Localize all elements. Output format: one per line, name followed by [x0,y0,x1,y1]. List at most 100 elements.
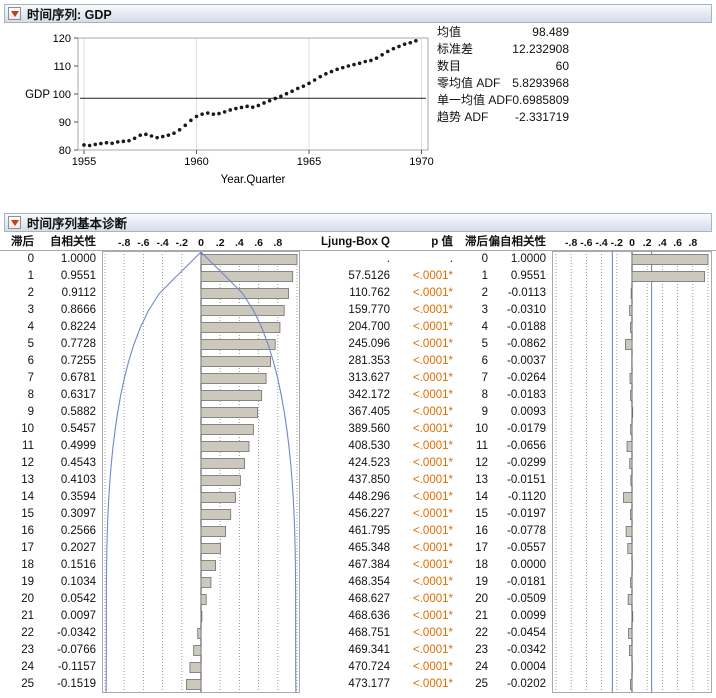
pacf-value-cell: 1.0000 [510,253,546,265]
pacf-value-cell: -0.0557 [506,542,546,554]
stat-row: 均值 98.489 [437,24,569,41]
pacf-value-cell: -0.0188 [506,321,546,333]
svg-text:100: 100 [53,89,71,101]
acf-chart-spacer [96,387,300,404]
acf-chart-spacer [96,659,300,676]
svg-text:90: 90 [59,117,71,129]
lag-cell: 21 [21,610,34,622]
acf-value-cell: 0.6317 [60,389,96,401]
disclosure-triangle-icon [10,10,19,17]
lag-cell: 12 [21,457,34,469]
diag-row: 25 -0.1519 473.177 <.0001* 25 -0.0202 [0,676,716,693]
lag-cell: 0 [27,253,34,265]
lag-cell: 2 [27,287,34,299]
acf-value-cell: 0.3594 [60,491,96,503]
p-value-cell: <.0001* [413,389,453,401]
col-header-partial-autocorrelation: 偏自相关性 [488,236,547,248]
ljung-box-q-cell: 468.627 [348,593,390,605]
p-value-cell: <.0001* [413,593,453,605]
lag-cell: 10 [21,423,34,435]
lag-cell: 11 [22,440,34,452]
lag-cell: 5 [27,338,34,350]
diag-row: 18 0.1516 467.384 <.0001* 18 0.0000 [0,557,716,574]
p-value-cell: <.0001* [413,474,453,486]
col-header-ljung-box-q: Ljung-Box Q [321,236,390,248]
pacf-value-cell: 0.0093 [510,406,546,418]
ljung-box-q-cell: 448.296 [348,491,390,503]
pacf-value-cell: 0.0004 [510,661,546,673]
acf-value-cell: -0.1157 [57,661,96,673]
p-value-cell: <.0001* [413,304,453,316]
panel-header-time-series: 时间序列: GDP [4,4,712,23]
panel1-disclosure-button[interactable] [8,7,21,20]
pacf-value-cell: -0.0037 [506,355,546,367]
pacf-value-cell: -0.0113 [507,287,546,299]
acf-value-cell: 0.7255 [60,355,96,367]
pacf-value-cell: -0.0264 [506,372,546,384]
p-value-cell: . [449,253,453,265]
diag-row: 11 0.4999 408.530 <.0001* 11 -0.0656 [0,438,716,455]
ljung-box-q-cell: 342.172 [348,389,390,401]
p-value-cell: <.0001* [413,678,453,690]
stat-value: 5.8293968 [512,76,569,90]
p-value-cell: <.0001* [413,525,453,537]
ljung-box-q-cell: 281.353 [348,355,390,367]
acf-value-cell: 0.6781 [60,372,96,384]
ljung-box-q-cell: 389.560 [348,423,390,435]
ljung-box-q-cell: 437.850 [348,474,390,486]
p-value-cell: <.0001* [413,372,453,384]
panel2-disclosure-button[interactable] [8,216,21,229]
stat-value: 60 [555,59,569,73]
lag-cell: 24 [21,661,34,673]
axis-tick-label: -.2 [610,237,623,249]
acf-chart-spacer [96,472,300,489]
stat-label: 均值 [437,25,462,39]
acf-value-cell: 0.0542 [60,593,96,605]
pacf-value-cell: -0.0179 [506,423,546,435]
diag-row: 7 0.6781 313.627 <.0001* 7 -0.0264 [0,370,716,387]
acf-chart-spacer [96,608,300,625]
lag-cell: 18 [21,559,34,571]
p-value-cell: <.0001* [413,644,453,656]
pacf-value-cell: -0.0197 [506,508,546,520]
diag-row: 9 0.5882 367.405 <.0001* 9 0.0093 [0,404,716,421]
p-value-cell: <.0001* [413,406,453,418]
svg-text:120: 120 [53,33,71,45]
lag-cell-2: 17 [475,542,488,554]
ljung-box-q-cell: 408.530 [348,440,390,452]
diag-row: 1 0.9551 57.5126 <.0001* 1 0.9551 [0,268,716,285]
axis-tick-label: .8 [273,237,283,249]
pacf-value-cell: -0.0656 [506,440,546,452]
acf-chart-spacer [96,302,300,319]
acf-value-cell: 0.9551 [60,270,96,282]
diag-row: 8 0.6317 342.172 <.0001* 8 -0.0183 [0,387,716,404]
diag-row: 21 0.0097 468.636 <.0001* 21 0.0099 [0,608,716,625]
stat-value: 12.232908 [512,42,569,56]
ljung-box-q-cell: 473.177 [348,678,390,690]
stat-row: 趋势 ADF -2.331719 [437,109,569,126]
pacf-value-cell: 0.0000 [510,559,546,571]
stat-row: 单一均值 ADF 0.6985809 [437,92,569,109]
lag-cell-2: 23 [475,644,488,656]
diag-row: 24 -0.1157 470.724 <.0001* 24 0.0004 [0,659,716,676]
acf-value-cell: -0.0342 [56,627,96,639]
lag-cell: 6 [27,355,34,367]
stat-row: 标准差 12.232908 [437,41,569,58]
ljung-box-q-cell: 159.770 [348,304,390,316]
diag-row: 4 0.8224 204.700 <.0001* 4 -0.0188 [0,319,716,336]
pacf-value-cell: -0.0778 [506,525,546,537]
lag-cell-2: 25 [475,678,488,690]
diag-row: 22 -0.0342 468.751 <.0001* 22 -0.0454 [0,625,716,642]
acf-value-cell: 0.8666 [60,304,96,316]
lag-cell: 4 [27,321,34,333]
ljung-box-q-cell: 313.627 [348,372,390,384]
pacf-value-cell: -0.0862 [506,338,546,350]
lag-cell: 22 [21,627,34,639]
acf-value-cell: 0.0097 [60,610,96,622]
acf-chart-spacer [96,506,300,523]
ljung-box-q-cell: 57.5126 [348,270,390,282]
axis-tick-label: .6 [673,237,682,249]
axis-tick-label: .6 [254,237,263,249]
pacf-value-cell: -0.0454 [506,627,546,639]
diag-row: 23 -0.0766 469.341 <.0001* 23 -0.0342 [0,642,716,659]
